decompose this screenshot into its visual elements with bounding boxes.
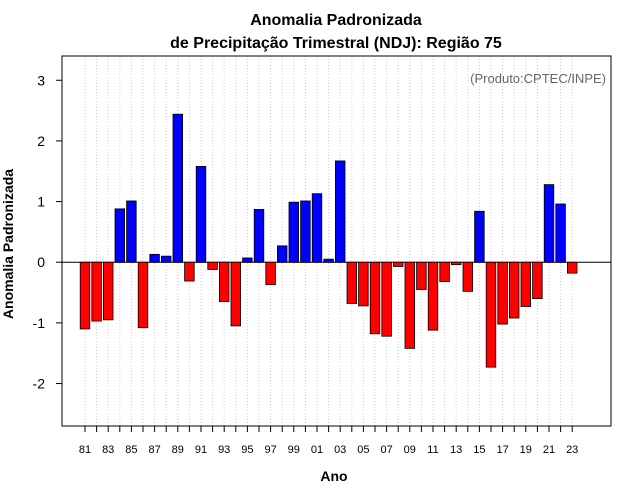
y-tick-label: 1 (37, 194, 45, 210)
bar-84 (114, 208, 126, 263)
bar-88 (160, 255, 172, 263)
bar-01 (311, 193, 323, 263)
bar-92 (207, 261, 218, 270)
y-tick-label: 3 (37, 72, 45, 88)
x-tick-label: 21 (543, 444, 555, 456)
bar-18 (508, 261, 520, 319)
bar-11 (427, 261, 439, 331)
x-tick-label: 81 (79, 444, 91, 456)
x-tick-label: 93 (218, 444, 230, 456)
x-tick-label: 89 (172, 444, 184, 456)
bar-97 (265, 261, 276, 286)
x-axis: 81 83 85 87 89 91 93 95 97 99 01 03 05 07 09 11 13 15 17 19… (79, 426, 578, 456)
bar-81 (79, 261, 91, 330)
x-tick-label: 09 (404, 444, 416, 456)
bar-17 (497, 261, 508, 325)
chart-subtitle: de Precipitação Trimestral (NDJ): Região… (170, 35, 502, 52)
x-tick-label: 97 (264, 444, 276, 456)
y-tick-label: 0 (37, 254, 45, 270)
bar-03 (334, 160, 346, 263)
x-tick-label: 05 (357, 444, 369, 456)
x-tick-label: 91 (195, 444, 207, 456)
x-tick-label: 95 (241, 444, 253, 456)
bar-19 (520, 261, 532, 307)
bar-22 (555, 203, 566, 263)
chart-title: Anomalia Padronizada (250, 12, 422, 29)
bar-10 (416, 261, 427, 290)
bar-98 (276, 245, 288, 263)
bar-96 (253, 209, 265, 263)
x-tick-label: 03 (334, 444, 346, 456)
bar-14 (462, 261, 474, 292)
bar-83 (103, 261, 114, 321)
bar-05 (358, 261, 369, 307)
x-tick-label: 01 (311, 444, 323, 456)
x-tick-label: 13 (450, 444, 462, 456)
bar-99 (288, 201, 300, 263)
source-annotation: (Produto:CPTEC/INPE) (470, 71, 606, 86)
plot-frame (61, 55, 612, 427)
x-axis-label: Ano (320, 468, 347, 484)
y-tick-label: -1 (33, 315, 46, 331)
bar-91 (195, 165, 207, 263)
x-tick-label: 85 (125, 444, 137, 456)
x-tick-label: 07 (380, 444, 392, 456)
x-tick-label: 11 (427, 444, 438, 456)
bar-90 (184, 261, 195, 282)
y-axis-label: Anomalia Padronizada (0, 169, 16, 319)
bar-02 (323, 258, 334, 263)
bar-23 (567, 261, 578, 274)
bar-06 (369, 261, 381, 335)
bar-86 (137, 261, 149, 329)
bar-00 (300, 200, 311, 263)
grid-lines (84, 56, 573, 426)
bar-13 (450, 261, 462, 266)
bar-20 (532, 261, 543, 300)
x-tick-label: 15 (473, 444, 485, 456)
y-tick-label: -2 (33, 376, 46, 392)
bar-82 (91, 261, 102, 322)
bar-04 (346, 261, 358, 304)
bar-09 (404, 261, 416, 349)
x-tick-label: 19 (520, 444, 532, 456)
bar-93 (218, 261, 230, 303)
bar-16 (485, 261, 497, 368)
bar-94 (230, 261, 242, 327)
x-tick-label: 23 (566, 444, 578, 456)
bar-95 (242, 257, 253, 263)
x-tick-label: 87 (148, 444, 160, 456)
x-tick-label: 99 (288, 444, 300, 456)
x-tick-label: 83 (102, 444, 114, 456)
y-axis: -2 -1 0 1 2 3 (33, 72, 62, 392)
bar-12 (439, 261, 450, 283)
bar-07 (381, 261, 392, 337)
bar-87 (149, 253, 160, 263)
bar-89 (172, 113, 184, 263)
bar-85 (126, 200, 137, 263)
bar-21 (543, 184, 555, 263)
x-tick-label: 17 (496, 444, 508, 456)
bar-15 (474, 210, 485, 263)
bar-08 (392, 261, 404, 267)
bars (79, 113, 578, 368)
y-tick-label: 2 (37, 133, 45, 149)
